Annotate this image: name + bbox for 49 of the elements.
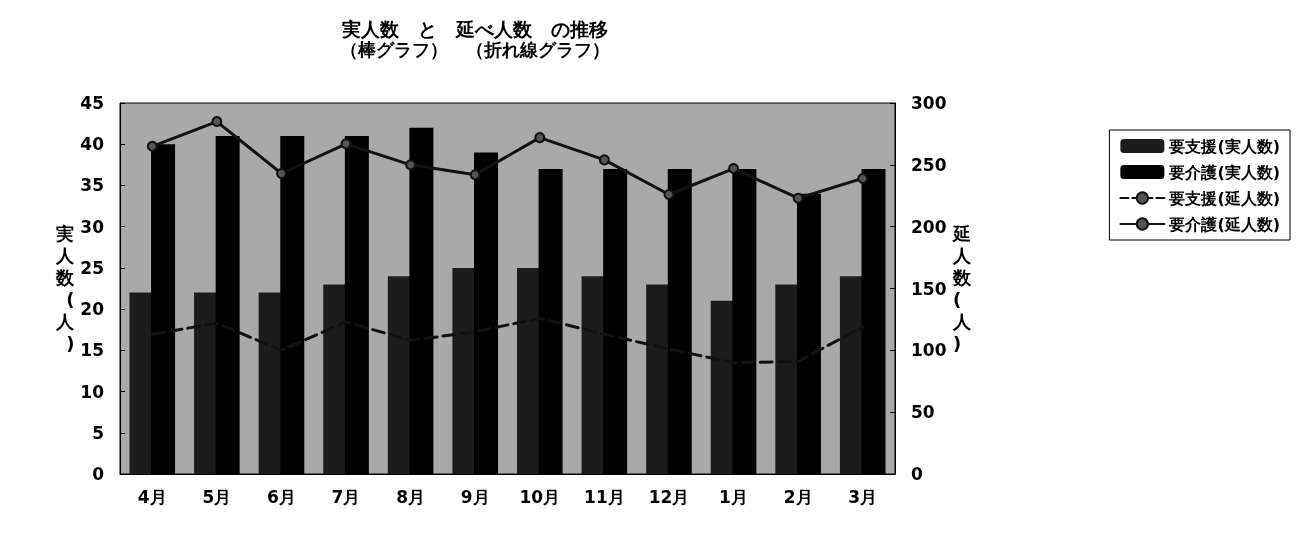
y-tick-label: 25: [80, 257, 104, 278]
point: [469, 169, 481, 181]
y-tick-label: 40: [80, 134, 105, 155]
chart-subtitle: （棒グラフ） （折れ線グラフ）: [340, 38, 610, 60]
y-tick-label: 15: [80, 340, 104, 361]
y2-tick-label: 50: [911, 402, 935, 423]
y-tick-label: 0: [92, 464, 105, 484]
point: [211, 116, 223, 128]
legend-label: 要介護(延人数): [1168, 214, 1280, 234]
x-tick-label: 9月: [460, 486, 490, 507]
y-tick-label: 10: [80, 381, 105, 402]
y2-tick-label: 200: [911, 216, 947, 237]
point: [857, 172, 869, 184]
x-tick-label: 12月: [648, 486, 690, 507]
point: [792, 192, 804, 204]
y-tick-label: 35: [80, 175, 104, 196]
point: [405, 159, 417, 171]
x-tick-label: 1月: [719, 486, 748, 507]
point: [340, 138, 352, 150]
y2-tick-label: 0: [911, 464, 923, 484]
x-tick-label: 11月: [584, 486, 625, 507]
y2-tick-label: 150: [911, 278, 947, 299]
point: [146, 140, 158, 152]
y-axis-title: 実人数(人): [55, 223, 76, 354]
point: [275, 167, 287, 179]
x-tick-label: 6月: [267, 486, 296, 507]
y-tick-label: 30: [80, 216, 105, 237]
y-tick-label: 20: [80, 299, 105, 320]
y-tick-label: 5: [92, 422, 104, 443]
y2-tick-label: 100: [911, 340, 947, 361]
legend-label: 要支援(実人数): [1168, 136, 1280, 156]
x-tick-label: 8月: [396, 486, 426, 507]
x-tick-label: 4月: [137, 486, 167, 507]
chart-title: 実人数 と 延べ人数 の推移: [341, 17, 608, 40]
x-tick-label: 7月: [331, 486, 361, 507]
legend-label: 要支援(延人数): [1168, 188, 1280, 208]
x-tick-label: 10月: [519, 486, 561, 507]
y2-tick-label: 250: [911, 154, 947, 175]
point: [598, 154, 610, 166]
x-tick-label: 2月: [783, 486, 813, 507]
x-tick-label: 5月: [202, 486, 232, 507]
point: [663, 189, 675, 201]
x-tick-label: 3月: [848, 486, 878, 507]
y2-tick-label: 300: [911, 93, 947, 113]
y2-axis-title: 延人数(人): [951, 223, 972, 354]
legend-label: 要介護(実人数): [1168, 162, 1280, 182]
point: [728, 163, 740, 175]
y-tick-label: 45: [80, 93, 104, 113]
point: [534, 132, 546, 144]
